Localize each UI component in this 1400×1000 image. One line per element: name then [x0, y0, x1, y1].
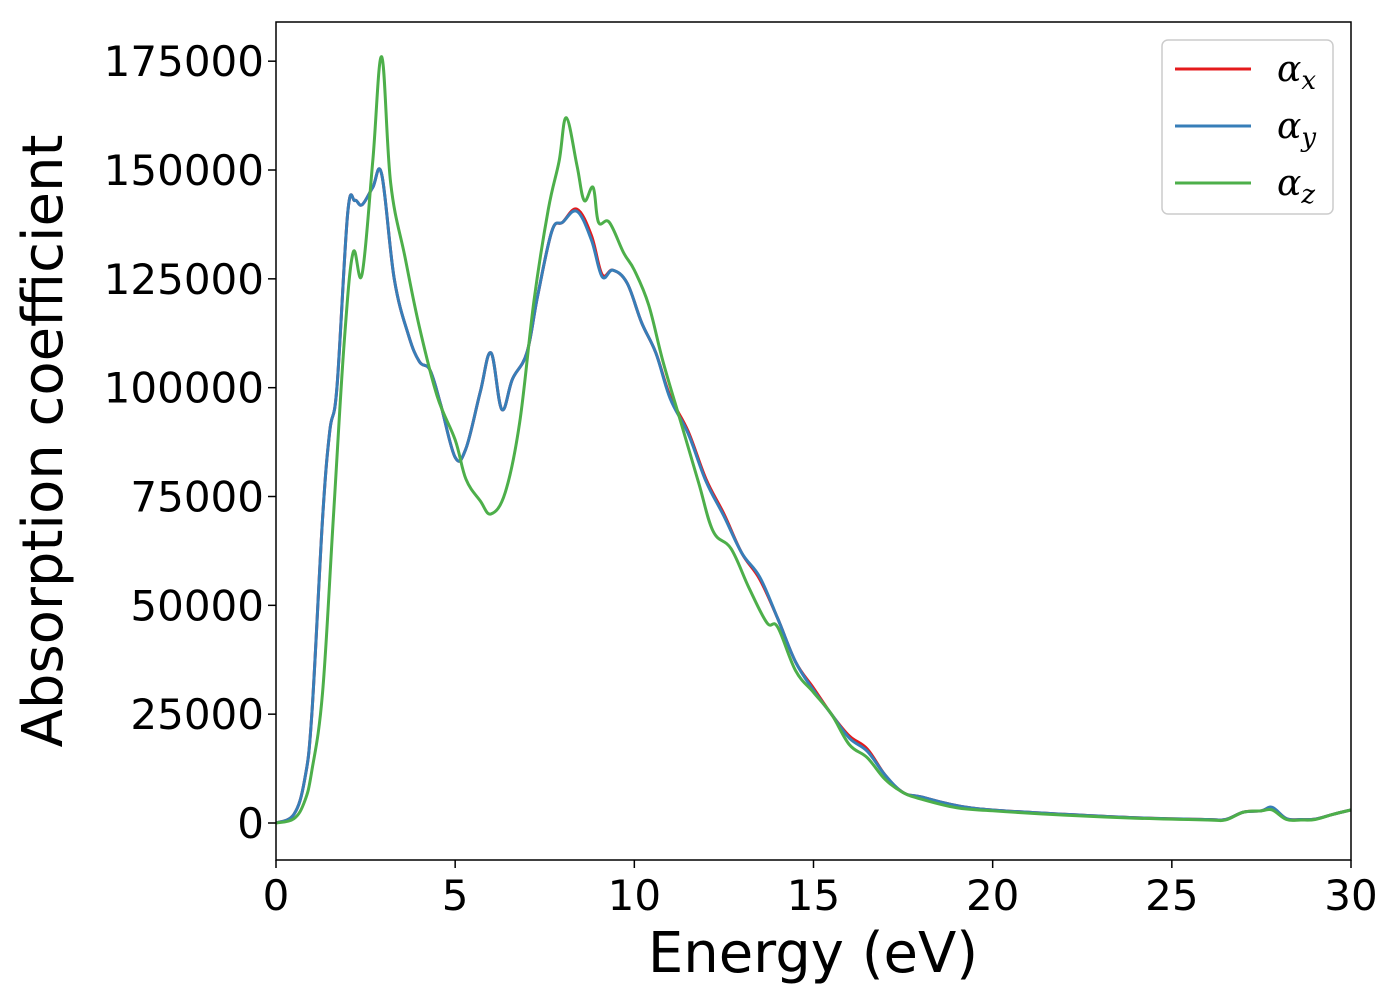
legend-symbol: α — [1277, 106, 1301, 147]
legend-entry-y: αy — [1277, 106, 1316, 153]
x-tick-label: 20 — [966, 871, 1019, 920]
series-layer — [276, 55, 1351, 825]
y-tick-label: 0 — [237, 799, 264, 848]
y-tick-label: 75000 — [130, 473, 264, 522]
y-tick-label: 150000 — [104, 146, 264, 195]
y-tick-label: 100000 — [104, 364, 264, 413]
y-axis-label: Absorption coefficient — [11, 135, 76, 748]
series-line-x — [276, 167, 1351, 825]
x-tick-label: 15 — [787, 871, 840, 920]
x-tick-label: 10 — [608, 871, 661, 920]
y-tick-label: 50000 — [130, 581, 264, 630]
series-line-y — [276, 167, 1351, 825]
x-tick-label: 25 — [1145, 871, 1198, 920]
x-axis-label: Energy (eV) — [648, 921, 978, 986]
x-tick-label: 5 — [442, 871, 469, 920]
legend-symbol: α — [1277, 163, 1301, 204]
y-tick-label: 175000 — [104, 37, 264, 86]
x-tick-label: 0 — [263, 871, 290, 920]
legend-subscript: x — [1301, 66, 1316, 96]
series-line-z — [276, 55, 1351, 825]
x-tick-label: 30 — [1324, 871, 1377, 920]
legend-subscript: z — [1300, 180, 1315, 210]
legend-symbol: α — [1277, 49, 1301, 90]
legend-entry-x: αx — [1277, 49, 1316, 96]
legend-subscript: y — [1300, 123, 1316, 153]
legend-entry-z: αz — [1277, 163, 1315, 210]
y-tick-label: 125000 — [104, 255, 264, 304]
y-tick-label: 25000 — [130, 690, 264, 739]
y-axis: 0 25000 50000 75000 100000 125000 150000 175000 — [104, 37, 276, 848]
x-axis: 0 5 10 15 20 25 30 — [263, 860, 1378, 920]
